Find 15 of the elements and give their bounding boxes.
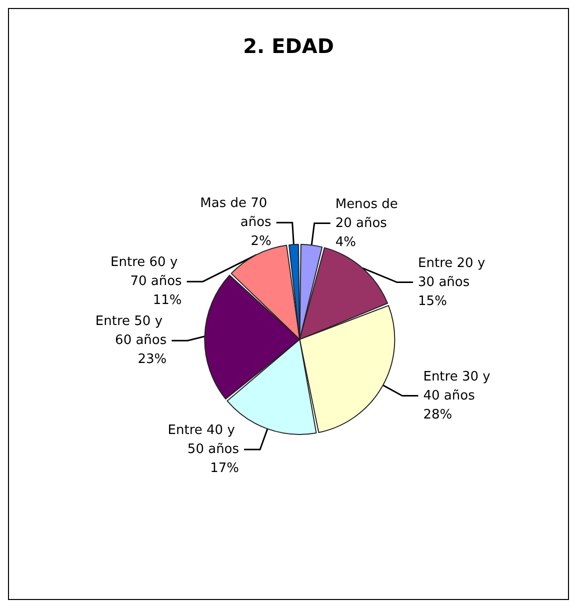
slice-label: Menos de 20 años xyxy=(335,196,402,231)
slice-label: Entre 60 y 70 años xyxy=(110,255,182,290)
data-label: 17% xyxy=(210,461,240,476)
data-label: 4% xyxy=(335,234,356,250)
slice-label: Entre 20 y 30 años xyxy=(418,256,490,290)
slice-label: Entre 30 y 40 años xyxy=(423,369,494,404)
data-label: 23% xyxy=(138,352,167,368)
slice-label: Entre 40 y 50 años xyxy=(168,423,240,458)
slice-label: Mas de 70 años xyxy=(200,196,272,230)
data-label: 11% xyxy=(152,293,182,308)
data-label: 15% xyxy=(418,294,447,309)
slice-label: Entre 50 y 60 años xyxy=(95,314,167,348)
data-label: 28% xyxy=(423,407,452,422)
data-label: 2% xyxy=(250,234,272,250)
chart-title: 2. EDAD xyxy=(243,34,334,58)
